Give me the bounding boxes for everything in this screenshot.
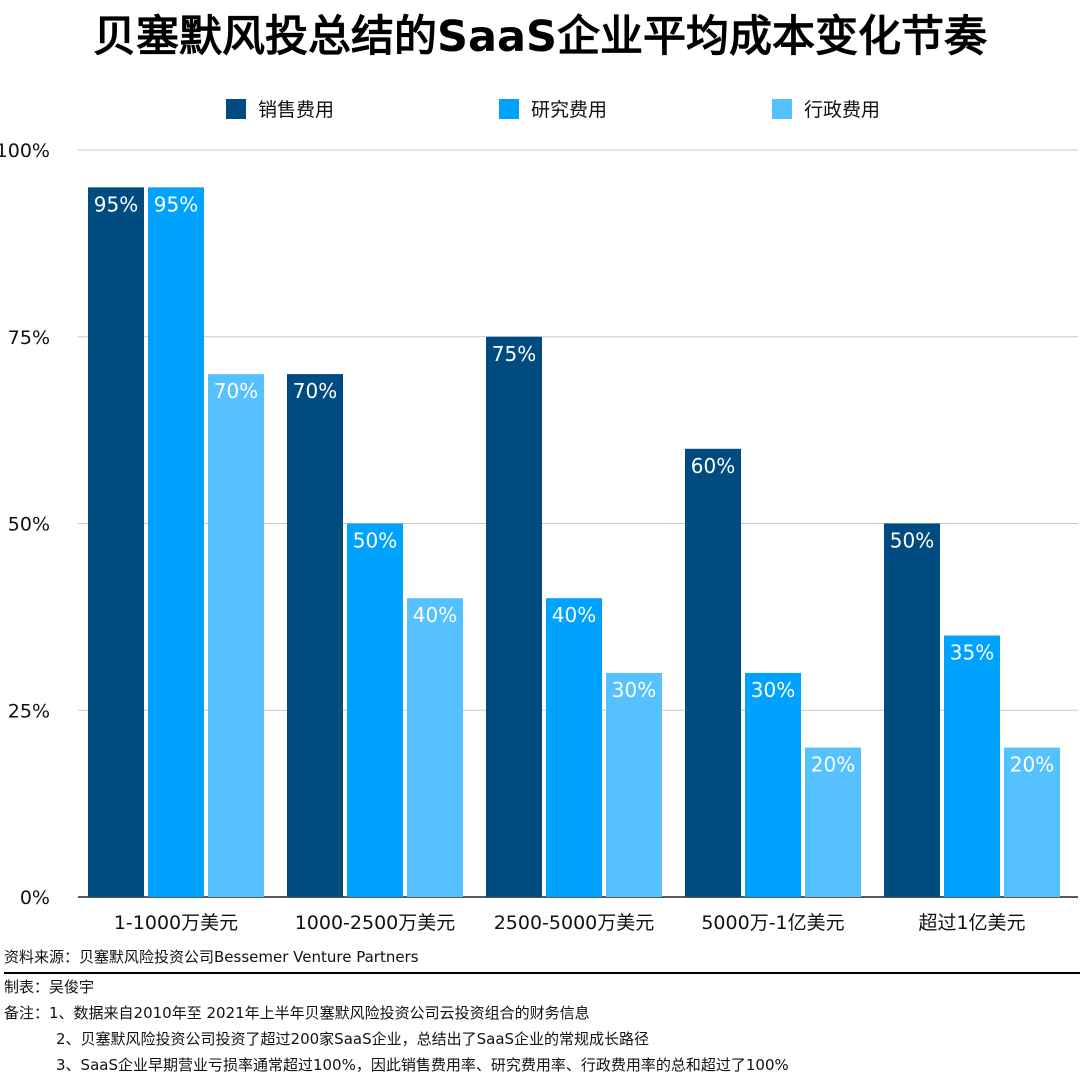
bar-value-label: 70% <box>214 379 258 403</box>
bar-value-label: 95% <box>94 192 138 216</box>
legend-swatch <box>226 99 246 119</box>
bar-1 <box>486 336 542 897</box>
bar-value-label: 50% <box>890 529 934 553</box>
bar-3 <box>1004 747 1060 897</box>
legend-label: 研究费用 <box>531 99 607 121</box>
bar-2 <box>745 672 801 897</box>
bar-value-label: 40% <box>552 603 596 627</box>
bar-value-label: 40% <box>413 603 457 627</box>
bar-chart: 0% 25% 50% 75% 100% 95% 95% 70% 1-1000万美元 70% 50% 4… <box>0 99 1078 934</box>
bar-3 <box>407 598 463 897</box>
source-note: 资料来源：贝塞默风险投资公司Bessemer Venture Partners <box>4 948 419 966</box>
bar-value-label: 75% <box>492 342 536 366</box>
y-tick-label: 100% <box>0 140 50 162</box>
bar-3 <box>606 672 662 897</box>
bar-1 <box>884 523 940 897</box>
chart-title: 贝塞默风投总结的SaaS企业平均成本变化节奏 <box>93 12 987 62</box>
bar-value-label: 70% <box>293 379 337 403</box>
bar-1 <box>88 187 144 898</box>
remark-1: 备注：1、数据来自2010年至 2021年上半年贝塞默风险投资公司云投资组合的财… <box>4 1004 590 1022</box>
y-tick-label: 0% <box>20 887 50 909</box>
category-label: 5000万-1亿美元 <box>701 912 844 934</box>
bar-value-label: 20% <box>1010 753 1054 777</box>
bar-1 <box>685 448 741 897</box>
bar-2 <box>347 523 403 897</box>
remark-2: 2、贝塞默风险投资公司投资了超过200家SaaS企业，总结出了SaaS企业的常规… <box>56 1030 650 1048</box>
footer-divider <box>4 972 1080 974</box>
bar-value-label: 50% <box>353 529 397 553</box>
legend-swatch <box>499 99 519 119</box>
bar-2 <box>944 635 1000 897</box>
category-label: 1-1000万美元 <box>114 912 238 934</box>
bar-value-label: 35% <box>950 641 994 665</box>
bar-value-label: 20% <box>811 753 855 777</box>
bar-1 <box>287 374 343 898</box>
y-tick-label: 50% <box>8 514 50 536</box>
author-note: 制表：吴俊宇 <box>4 978 95 996</box>
category-label: 超过1亿美元 <box>918 912 1025 934</box>
legend-label: 销售费用 <box>258 99 334 121</box>
bar-2 <box>546 598 602 897</box>
category-label: 1000-2500万美元 <box>295 912 456 934</box>
bar-value-label: 60% <box>691 454 735 478</box>
bar-3 <box>805 747 861 897</box>
y-tick-label: 25% <box>8 700 50 722</box>
remark-3: 3、SaaS企业早期营业亏损率通常超过100%，因此销售费用率、研究费用率、行政… <box>56 1056 789 1074</box>
bar-value-label: 30% <box>751 678 795 702</box>
bar-value-label: 95% <box>154 192 198 216</box>
bar-value-label: 30% <box>612 678 656 702</box>
category-label: 2500-5000万美元 <box>494 912 655 934</box>
legend-swatch <box>772 99 792 119</box>
chart-footer: 资料来源：贝塞默风险投资公司Bessemer Venture Partners … <box>4 944 1080 1078</box>
y-tick-label: 75% <box>8 327 50 349</box>
legend-label: 行政费用 <box>804 99 880 121</box>
bar-2 <box>148 187 204 898</box>
bar-3 <box>208 374 264 898</box>
